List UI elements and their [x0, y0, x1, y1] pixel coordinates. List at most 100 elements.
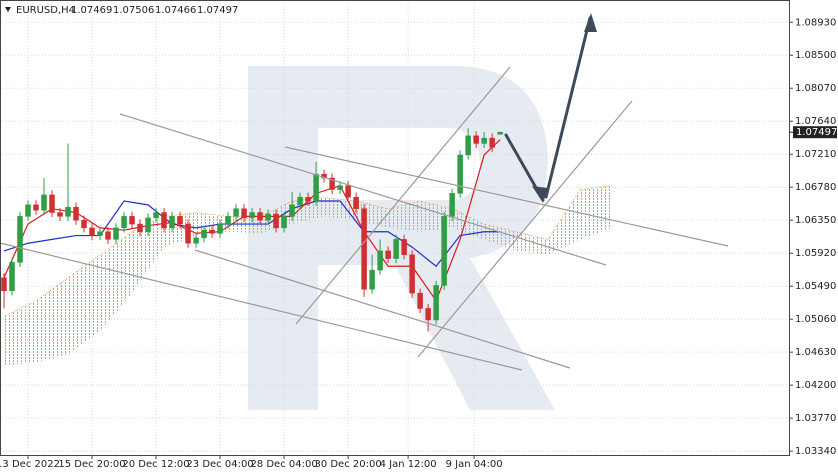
- candle-body: [65, 206, 71, 217]
- candle-body: [473, 135, 479, 144]
- candle-body: [161, 212, 167, 229]
- y-tick-label: 1.04200: [795, 380, 836, 391]
- candle-body: [1, 277, 7, 292]
- trend-lines: [0, 66, 729, 371]
- last-price-label: 1.07497: [796, 127, 837, 138]
- ohlc-low: 1.07466: [155, 5, 196, 16]
- candle-body: [265, 213, 271, 221]
- x-tick-label: 28 Dec 04:00: [250, 459, 317, 470]
- candle-body: [497, 131, 503, 135]
- plot-frame: [0, 0, 790, 456]
- candle-body: [273, 213, 279, 229]
- symbol: EURUSD,H4: [16, 5, 75, 16]
- y-tick-label: 1.08930: [795, 17, 836, 28]
- candle-body: [393, 239, 399, 259]
- candle-body: [425, 308, 431, 321]
- candle-body: [489, 137, 495, 148]
- candle-body: [345, 185, 351, 198]
- candle-body: [353, 196, 359, 209]
- candle-body: [137, 223, 143, 232]
- candle-body: [97, 231, 103, 236]
- candle-body: [121, 216, 127, 229]
- candle-body: [361, 208, 367, 290]
- forecast-arrows: [504, 13, 597, 203]
- ohlc-close: 1.07497: [197, 5, 238, 16]
- ohlc-open: 1.07469: [71, 5, 112, 16]
- candle-body: [457, 154, 463, 194]
- y-tick-label: 1.03340: [795, 446, 836, 457]
- candle-body: [289, 204, 295, 217]
- candle-body: [305, 196, 311, 202]
- candle-body: [385, 250, 391, 259]
- candle-body: [433, 285, 439, 321]
- x-tick-label: 4 Jan 12:00: [380, 459, 437, 470]
- candle-body: [417, 292, 423, 309]
- x-tick-label: 20 Dec 12:00: [122, 459, 189, 470]
- candle-body: [17, 216, 23, 263]
- indicator-line: [3, 200, 501, 268]
- candle-body: [377, 250, 383, 271]
- candle-body: [401, 239, 407, 255]
- cloud: [4, 185, 613, 366]
- candle-body: [113, 227, 119, 240]
- candle-body: [257, 212, 263, 221]
- candle-body: [9, 262, 15, 292]
- y-tick-label: 1.05490: [795, 281, 836, 292]
- y-tick-label: 1.06350: [795, 215, 836, 226]
- y-tick-label: 1.08070: [795, 83, 836, 94]
- candle-body: [441, 216, 447, 286]
- candle-body: [177, 216, 183, 225]
- candle-body: [449, 193, 455, 217]
- ohlc-high: 1.07506: [113, 5, 154, 16]
- x-tick-label: 23 Dec 04:00: [186, 459, 253, 470]
- menu-triangle: [5, 7, 11, 12]
- candle-body: [185, 223, 191, 244]
- y-tick-label: 1.03770: [795, 413, 836, 424]
- candle-body: [409, 254, 415, 294]
- y-tick-label: 1.08500: [795, 50, 836, 61]
- candle-body: [297, 196, 303, 206]
- candle-body: [89, 227, 95, 236]
- x-tick-label: 15 Dec 20:00: [58, 459, 125, 470]
- candle-body: [169, 216, 175, 229]
- watermark: [248, 66, 555, 410]
- candle-body: [41, 194, 47, 211]
- candle-body: [209, 229, 215, 234]
- x-tick-label: 13 Dec 2022: [0, 459, 60, 470]
- candle-body: [337, 185, 343, 190]
- candle-body: [105, 231, 111, 240]
- candle-body: [49, 194, 55, 213]
- y-tick-label: 1.07210: [795, 149, 836, 160]
- candle-body: [145, 217, 151, 232]
- indicator-line: [3, 139, 501, 303]
- candle-body: [57, 212, 63, 217]
- candle-body: [313, 173, 319, 202]
- x-tick-label: 30 Dec 20:00: [314, 459, 381, 470]
- y-tick-label: 1.05920: [795, 248, 836, 259]
- candle-body: [329, 177, 335, 190]
- candle-body: [33, 204, 39, 211]
- y-tick-label: 1.05060: [795, 314, 836, 325]
- last-price-box: [793, 126, 837, 139]
- candle-body: [193, 237, 199, 244]
- candle-body: [233, 208, 239, 217]
- candle-body: [217, 223, 223, 234]
- candle-body: [465, 135, 471, 156]
- candle-body: [73, 206, 79, 221]
- candle-body: [225, 216, 231, 225]
- candle-body: [129, 216, 135, 225]
- candle-body: [481, 137, 487, 144]
- x-tick-label: 9 Jan 04:00: [446, 459, 503, 470]
- candle-body: [25, 204, 31, 217]
- candle-body: [281, 216, 287, 229]
- y-tick-label: 1.04630: [795, 347, 836, 358]
- candle-body: [241, 208, 247, 219]
- y-tick-label: 1.07640: [795, 116, 836, 127]
- y-tick-label: 1.06780: [795, 182, 836, 193]
- candle-body: [201, 229, 207, 239]
- candle-body: [369, 269, 375, 290]
- candle-body: [153, 212, 159, 219]
- candle-body: [249, 212, 255, 219]
- candle-body: [81, 219, 87, 229]
